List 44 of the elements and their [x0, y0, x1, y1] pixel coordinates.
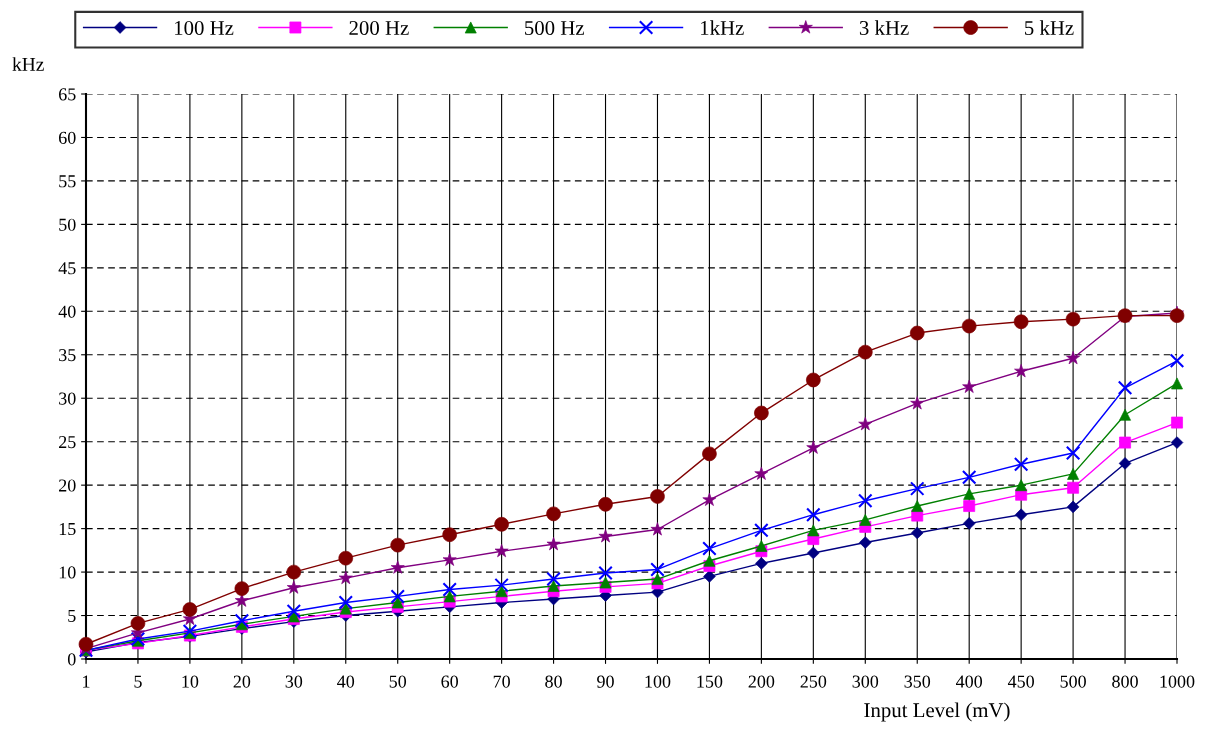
- legend-label: 3 kHz: [859, 20, 909, 35]
- x-tick-label: 250: [800, 675, 827, 688]
- y-tick-label: 60: [59, 131, 76, 144]
- y-tick-label: 15: [59, 522, 76, 536]
- x-tick-label: 30: [285, 675, 303, 688]
- legend-label: 5 kHz: [1025, 20, 1074, 35]
- x-tick-label: 1000: [1160, 675, 1195, 688]
- y-tick-label: 55: [59, 175, 76, 188]
- y-tick-label: 35: [59, 349, 76, 362]
- y-tick-label: 30: [59, 392, 76, 405]
- x-tick-label: 5: [134, 675, 142, 688]
- x-tick-label: 20: [233, 675, 251, 688]
- legend-label: 1kHz: [701, 20, 744, 35]
- x-tick-label: 350: [904, 675, 931, 688]
- x-axis-title: Input Level (mV): [864, 702, 1010, 722]
- y-tick-label: 0: [67, 653, 76, 666]
- x-tick-label: 40: [337, 675, 355, 688]
- x-tick-label: 80: [545, 675, 562, 688]
- x-tick-label: 50: [389, 675, 407, 688]
- x-tick-label: 450: [1007, 675, 1034, 688]
- y-axis-title: kHz: [12, 57, 44, 71]
- y-tick-label: 65: [59, 88, 76, 101]
- x-tick-label: 500: [1060, 675, 1086, 688]
- x-tick-label: 1: [83, 675, 90, 688]
- legend-label: 500 Hz: [525, 20, 585, 35]
- x-tick-label: 300: [852, 675, 879, 688]
- y-tick-label: 10: [59, 566, 76, 579]
- x-tick-label: 200: [748, 675, 775, 688]
- legend-label: 200 Hz: [349, 20, 409, 35]
- x-tick-label: 400: [956, 675, 983, 688]
- y-tick-label: 50: [59, 218, 76, 231]
- x-tick-label: 100: [645, 675, 671, 688]
- y-tick-label: 5: [68, 609, 76, 622]
- legend-label: 100 Hz: [175, 20, 234, 35]
- x-tick-label: 70: [493, 675, 510, 688]
- x-tick-label: 800: [1112, 675, 1138, 688]
- y-tick-label: 45: [58, 262, 76, 275]
- x-tick-label: 150: [697, 675, 723, 688]
- y-tick-label: 40: [58, 305, 76, 318]
- y-tick-label: 25: [59, 436, 76, 449]
- x-tick-label: 10: [182, 675, 199, 688]
- y-tick-label: 20: [59, 479, 76, 492]
- x-tick-label: 60: [441, 675, 459, 688]
- x-tick-label: 90: [597, 675, 614, 688]
